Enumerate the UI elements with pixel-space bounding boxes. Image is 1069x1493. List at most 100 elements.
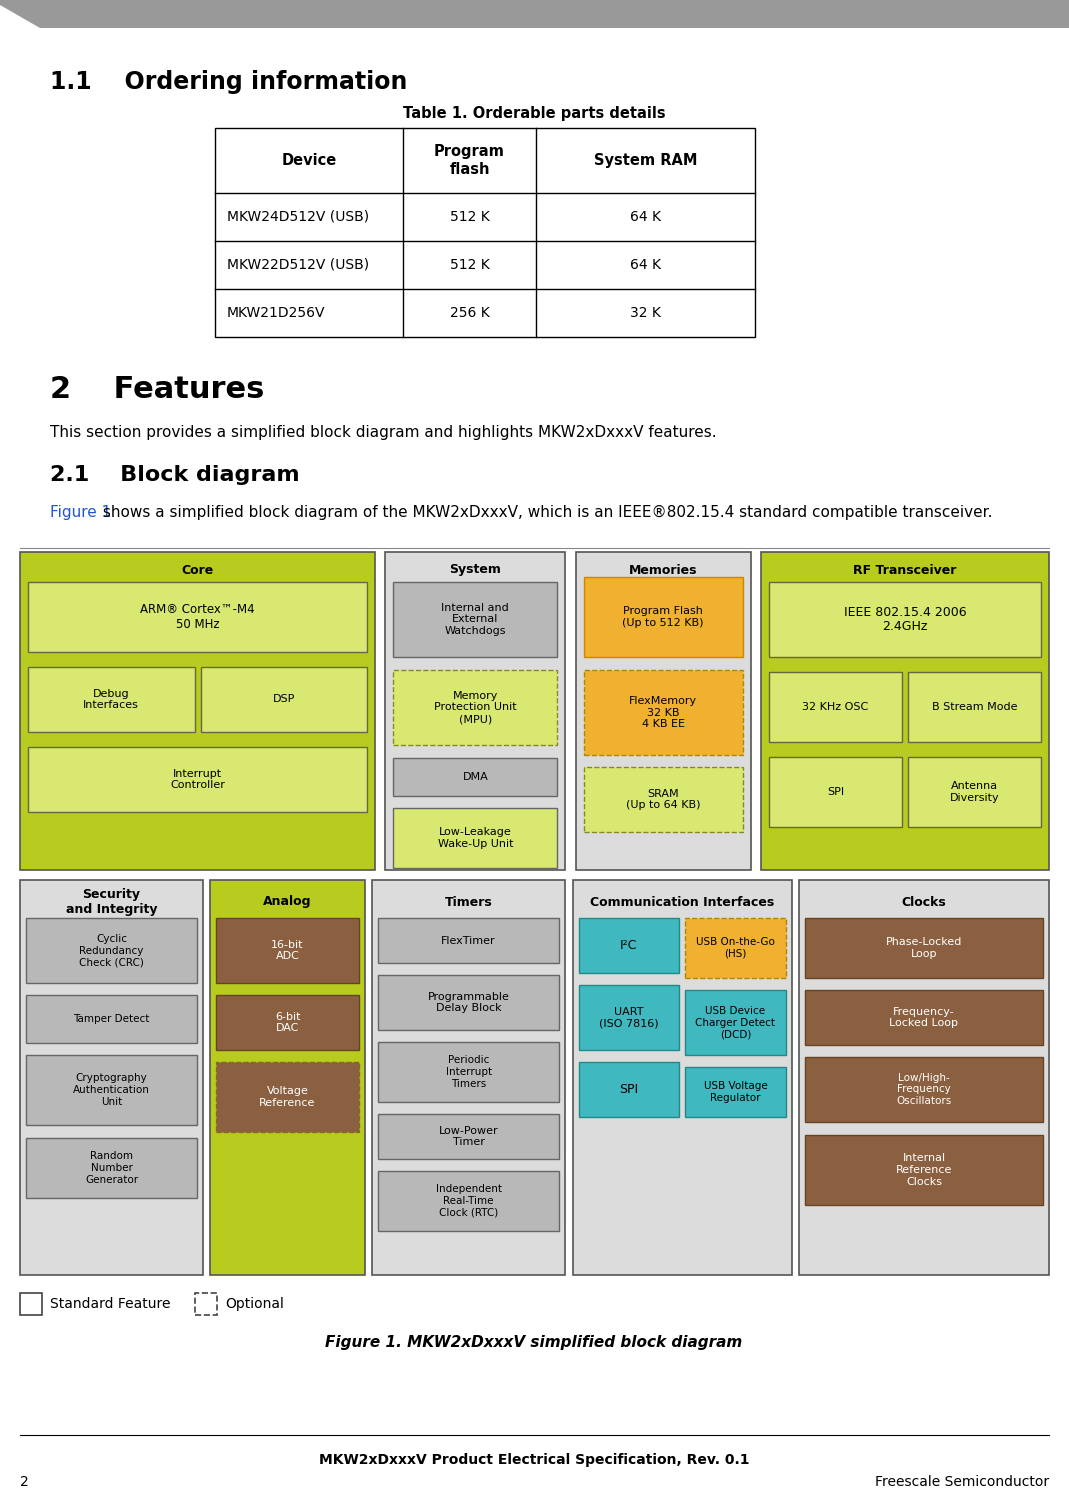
Bar: [584, 576, 743, 657]
Text: Independent
Real-Time
Clock (RTC): Independent Real-Time Clock (RTC): [436, 1184, 501, 1218]
Bar: [393, 758, 557, 796]
Bar: [805, 918, 1043, 978]
Text: 32 K: 32 K: [630, 306, 661, 320]
Text: MKW24D512V (USB): MKW24D512V (USB): [227, 211, 369, 224]
Bar: [769, 757, 902, 827]
Text: Cyclic
Redundancy
Check (CRC): Cyclic Redundancy Check (CRC): [79, 935, 144, 967]
Text: Program Flash
(Up to 512 KB): Program Flash (Up to 512 KB): [622, 606, 703, 627]
Text: Communication Interfaces: Communication Interfaces: [590, 896, 774, 909]
Text: Phase-Locked
Loop: Phase-Locked Loop: [886, 938, 962, 959]
Text: Low-Leakage
Wake-Up Unit: Low-Leakage Wake-Up Unit: [437, 827, 513, 850]
Bar: [215, 128, 755, 337]
Text: 64 K: 64 K: [630, 211, 661, 224]
Text: Freescale Semiconductor: Freescale Semiconductor: [874, 1475, 1049, 1489]
Bar: [28, 667, 195, 732]
Bar: [372, 879, 566, 1275]
Text: Periodic
Interrupt
Timers: Periodic Interrupt Timers: [446, 1056, 492, 1088]
Bar: [769, 672, 902, 742]
Text: Core: Core: [182, 563, 214, 576]
Bar: [201, 667, 367, 732]
Text: 2    Features: 2 Features: [50, 375, 264, 405]
Bar: [393, 670, 557, 745]
Text: Voltage
Reference: Voltage Reference: [260, 1087, 315, 1108]
Text: Analog: Analog: [263, 896, 312, 909]
Bar: [28, 582, 367, 652]
Text: Timers: Timers: [445, 896, 493, 909]
Text: 2: 2: [20, 1475, 29, 1489]
Bar: [26, 1056, 197, 1126]
Text: DMA: DMA: [463, 772, 489, 782]
Text: USB On-the-Go
(HS): USB On-the-Go (HS): [696, 938, 775, 959]
Text: IEEE 802.15.4 2006
2.4GHz: IEEE 802.15.4 2006 2.4GHz: [843, 606, 966, 633]
Text: 256 K: 256 K: [450, 306, 490, 320]
Text: System: System: [449, 563, 501, 576]
Text: 16-bit
ADC: 16-bit ADC: [272, 939, 304, 961]
Text: Internal and
External
Watchdogs: Internal and External Watchdogs: [441, 603, 509, 636]
Bar: [211, 879, 365, 1275]
Text: Table 1. Orderable parts details: Table 1. Orderable parts details: [403, 106, 665, 121]
Bar: [805, 1057, 1043, 1123]
Bar: [393, 808, 557, 867]
Bar: [685, 990, 786, 1056]
Bar: [769, 582, 1041, 657]
Bar: [799, 879, 1049, 1275]
Text: shows a simplified block diagram of the MKW2xDxxxV, which is an IEEE®802.15.4 st: shows a simplified block diagram of the …: [98, 505, 992, 520]
Text: USB Voltage
Regulator: USB Voltage Regulator: [703, 1081, 768, 1103]
Bar: [685, 918, 786, 978]
Bar: [378, 1042, 559, 1102]
Text: Program
flash: Program flash: [434, 145, 505, 176]
Text: Random
Number
Generator: Random Number Generator: [86, 1151, 138, 1184]
Bar: [578, 985, 679, 1050]
Text: Low/High-
Frequency
Oscillators: Low/High- Frequency Oscillators: [896, 1073, 951, 1106]
Bar: [578, 918, 679, 973]
Bar: [20, 879, 203, 1275]
Text: This section provides a simplified block diagram and highlights MKW2xDxxxV featu: This section provides a simplified block…: [50, 426, 716, 440]
Text: Tamper Detect: Tamper Detect: [74, 1014, 150, 1024]
Bar: [378, 918, 559, 963]
Text: System RAM: System RAM: [593, 152, 697, 169]
Text: Memories: Memories: [629, 563, 697, 576]
Bar: [584, 670, 743, 755]
Text: Figure 1. MKW2xDxxxV simplified block diagram: Figure 1. MKW2xDxxxV simplified block di…: [325, 1335, 743, 1350]
Text: 512 K: 512 K: [450, 211, 490, 224]
Bar: [908, 757, 1041, 827]
Text: Programmable
Delay Block: Programmable Delay Block: [428, 991, 510, 1014]
Bar: [578, 1062, 679, 1117]
Text: Internal
Reference
Clocks: Internal Reference Clocks: [896, 1154, 952, 1187]
Text: Cryptography
Authentication
Unit: Cryptography Authentication Unit: [73, 1073, 150, 1106]
Bar: [26, 1138, 197, 1197]
Text: Clocks: Clocks: [901, 896, 946, 909]
Text: Memory
Protection Unit
(MPU): Memory Protection Unit (MPU): [434, 691, 516, 724]
Bar: [908, 672, 1041, 742]
Text: Interrupt
Controller: Interrupt Controller: [170, 769, 224, 790]
Text: 512 K: 512 K: [450, 258, 490, 272]
Bar: [378, 975, 559, 1030]
Bar: [216, 994, 359, 1050]
Bar: [195, 1293, 217, 1315]
Bar: [805, 1135, 1043, 1205]
Text: Frequency-
Locked Loop: Frequency- Locked Loop: [889, 1006, 959, 1029]
Text: 2.1    Block diagram: 2.1 Block diagram: [50, 464, 299, 485]
Text: Debug
Interfaces: Debug Interfaces: [83, 688, 139, 711]
Bar: [378, 1171, 559, 1232]
Text: 32 KHz OSC: 32 KHz OSC: [803, 702, 868, 712]
Text: I²C: I²C: [620, 939, 637, 953]
Bar: [20, 1293, 42, 1315]
Text: Optional: Optional: [224, 1297, 284, 1311]
Text: USB Device
Charger Detect
(DCD): USB Device Charger Detect (DCD): [696, 1006, 775, 1039]
Bar: [573, 879, 792, 1275]
Bar: [378, 1114, 559, 1159]
Text: Standard Feature: Standard Feature: [50, 1297, 170, 1311]
Bar: [576, 552, 750, 870]
Text: Low-Power
Timer: Low-Power Timer: [439, 1126, 498, 1147]
Bar: [216, 918, 359, 982]
Text: Antenna
Diversity: Antenna Diversity: [949, 781, 1000, 803]
Text: B Stream Mode: B Stream Mode: [932, 702, 1018, 712]
Bar: [805, 990, 1043, 1045]
Bar: [761, 552, 1049, 870]
Text: Security
and Integrity: Security and Integrity: [66, 888, 157, 917]
Text: Figure 1: Figure 1: [50, 505, 111, 520]
Text: FlexTimer: FlexTimer: [441, 936, 496, 945]
Text: MKW21D256V: MKW21D256V: [227, 306, 325, 320]
Bar: [216, 1062, 359, 1132]
